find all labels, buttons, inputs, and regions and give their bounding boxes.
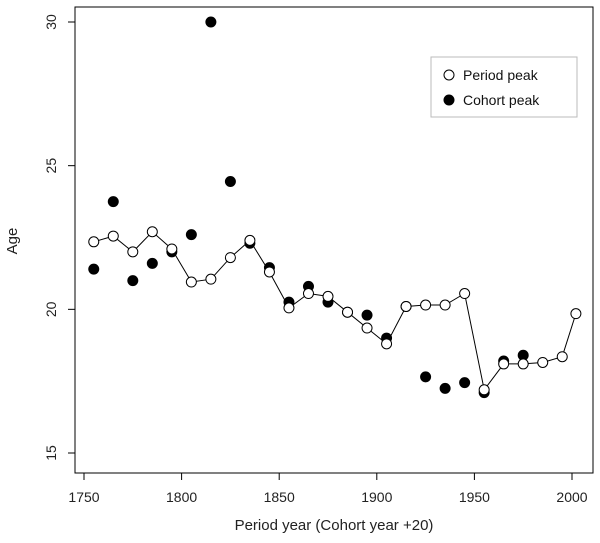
legend-box: [430, 56, 578, 118]
y-tick-label: 25: [43, 158, 59, 174]
cohort-peak-point: [205, 16, 217, 28]
axes: 1750 1800 1850 1900 1950 2000 15 20 25 30: [43, 14, 588, 505]
x-tick-label: 1800: [166, 489, 197, 505]
cohort-peak-point: [185, 229, 197, 241]
period-peak-point: [244, 234, 256, 246]
series-layer: [88, 16, 582, 399]
period-peak-point: [361, 322, 373, 334]
x-tick-label: 1900: [361, 489, 392, 505]
x-tick-label: 1950: [459, 489, 490, 505]
period-peak-point: [185, 276, 197, 288]
cohort-peak-point: [146, 257, 158, 269]
period-peak-point: [205, 273, 217, 285]
y-tick-label: 15: [43, 445, 59, 461]
legend: Period peak Cohort peak: [430, 56, 578, 118]
cohort-peak-point: [420, 371, 432, 383]
period-peak-point: [224, 252, 236, 264]
period-peak-point: [166, 243, 178, 255]
legend-marker-period-peak: [443, 69, 455, 81]
period-peak-point: [537, 356, 549, 368]
period-peak-point: [459, 288, 471, 300]
y-axis-title: Age: [4, 228, 21, 255]
cohort-peak-point: [361, 309, 373, 321]
period-peak-point: [420, 299, 432, 311]
period-peak-point: [322, 290, 334, 302]
period-peak-point: [302, 288, 314, 300]
period-peak-point: [439, 299, 451, 311]
x-tick-label: 2000: [556, 489, 587, 505]
period-peak-point: [478, 384, 490, 396]
legend-marker-cohort-peak: [443, 94, 455, 106]
y-tick-label: 20: [43, 301, 59, 317]
legend-label-cohort-peak: Cohort peak: [463, 92, 540, 108]
cohort-peak-point: [224, 175, 236, 187]
period-peak-point: [107, 230, 119, 242]
cohort-peak-point: [107, 196, 119, 208]
period-peak-point: [88, 236, 100, 248]
x-axis-title: Period year (Cohort year +20): [235, 517, 434, 534]
y-tick-label: 30: [43, 14, 59, 30]
period-peak-point: [342, 306, 354, 318]
period-peak-point: [381, 338, 393, 350]
legend-label-period-peak: Period peak: [463, 67, 539, 83]
x-tick-label: 1750: [68, 489, 99, 505]
cohort-peak-point: [88, 263, 100, 275]
period-peak-point: [570, 308, 582, 320]
period-peak-point: [283, 302, 295, 314]
cohort-peak-point: [439, 382, 451, 394]
period-peak-point: [498, 358, 510, 370]
period-peak-point: [127, 246, 139, 258]
period-peak-point: [146, 226, 158, 238]
period-peak-point: [517, 358, 529, 370]
period-peak-point: [400, 300, 412, 312]
cohort-peak-point: [459, 377, 471, 389]
period-peak-point: [556, 351, 568, 363]
x-tick-label: 1850: [264, 489, 295, 505]
cohort-peak-point: [127, 275, 139, 287]
period-peak-point: [263, 266, 275, 278]
